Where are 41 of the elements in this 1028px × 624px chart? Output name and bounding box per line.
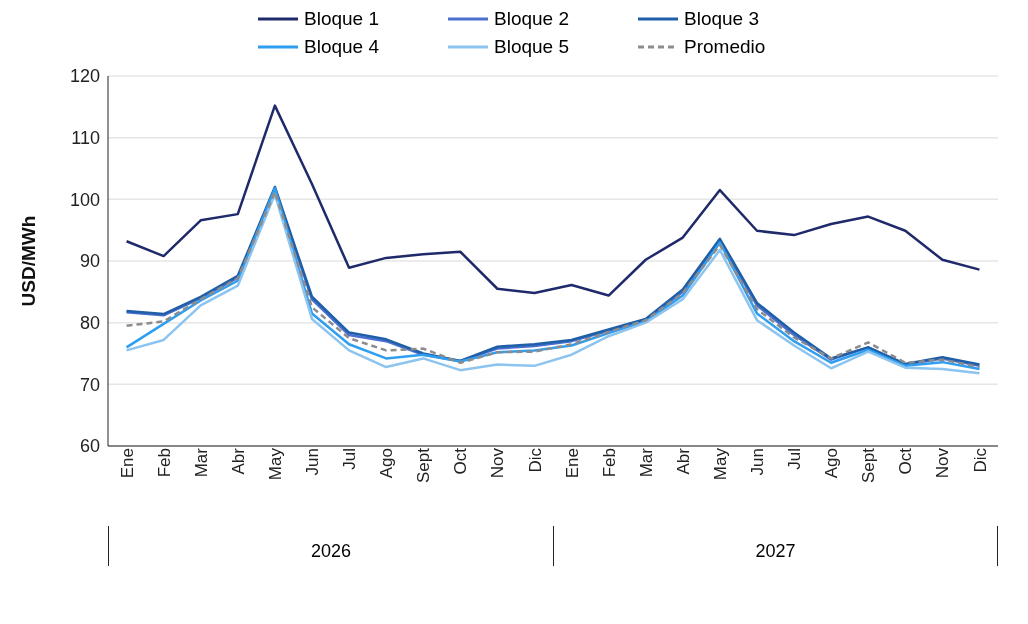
line-series [125,104,981,297]
x-tick-label: Nov [933,447,953,479]
x-tick-label: Ago [822,448,842,479]
x-tick-label: Abr [228,447,248,475]
x-tick-label: Nov [488,447,508,479]
x-tick-label: Oct [896,447,916,475]
x-tick-label: Ene [562,448,582,479]
y-tick-label: 120 [69,66,100,87]
x-tick-label: Feb [154,448,174,478]
x-tick-label: Ene [117,448,137,479]
x-tick-label: Jun [748,448,768,476]
x-tick-label: Ago [377,448,397,479]
x-tick-label: Dic [525,447,545,473]
text: 2027 [755,541,796,562]
x-tick-label: Mar [636,447,656,478]
y-tick-label: 100 [69,189,100,210]
legend-label: Bloque 2 [494,8,570,30]
legend-label: Bloque 4 [304,36,380,58]
x-tick-label: May [265,447,285,481]
x-tick-label: Oct [451,447,471,475]
x-tick-label: Jun [303,448,323,476]
x-tick-label: Jul [340,448,360,470]
y-tick-label: 110 [71,128,100,149]
y-tick-label: 70 [79,374,100,395]
x-tick-label: Mar [191,447,211,478]
y-axis-title: USD/MWh [17,215,39,307]
y-tick-label: 60 [79,436,100,457]
x-tick-label: Sept [859,447,879,483]
x-tick-label: Abr [673,447,693,475]
legend-label: Bloque 5 [494,36,570,58]
x-tick-label: Sept [414,447,434,483]
legend-label: Bloque 1 [304,8,380,30]
legend-label: Bloque 3 [684,8,760,30]
x-tick-label: Feb [599,448,619,478]
legend-label: Promedio [684,36,766,58]
text: 2026 [310,541,352,562]
x-tick-label: Jul [785,448,805,470]
x-tick-label: Dic [970,447,990,473]
y-tick-label: 90 [79,251,100,272]
x-tick-label: May [710,447,730,481]
y-tick-label: 80 [79,313,100,334]
